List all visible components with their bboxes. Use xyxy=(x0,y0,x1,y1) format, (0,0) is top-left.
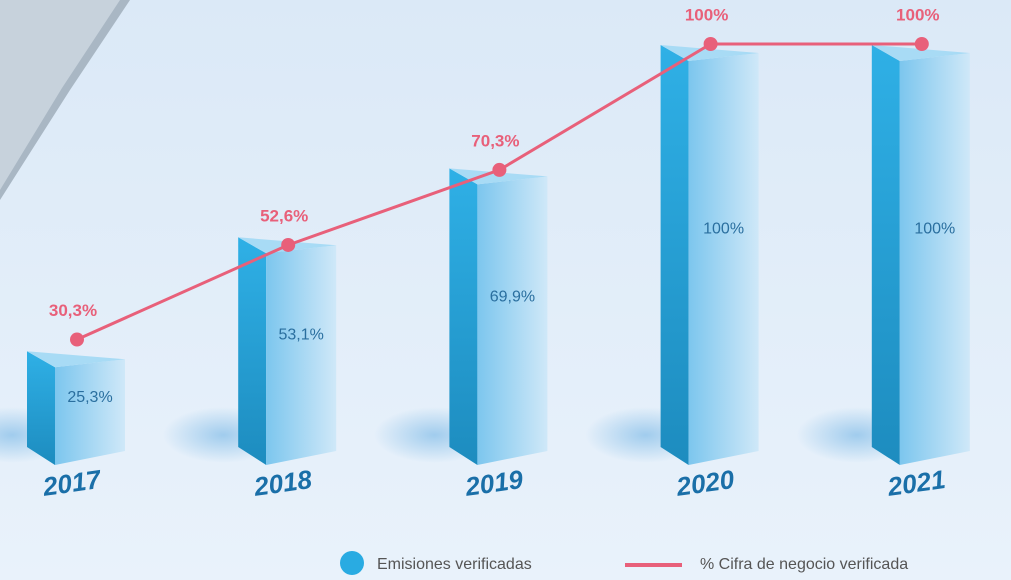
data-label: 25,3% xyxy=(67,389,112,406)
bar xyxy=(266,245,337,465)
bar-top xyxy=(660,45,759,61)
legend-label: % Cifra de negocio verificada xyxy=(700,556,908,573)
line-point xyxy=(70,332,84,347)
data-label: 53,1% xyxy=(279,326,324,343)
data-label: 100% xyxy=(703,221,744,238)
data-label: 70,3% xyxy=(471,131,519,150)
bar xyxy=(688,53,759,465)
line-point xyxy=(281,237,296,252)
bar xyxy=(55,359,125,465)
data-label: 100% xyxy=(685,5,728,24)
bar-side xyxy=(871,45,900,465)
line-point xyxy=(703,37,718,51)
data-label: 69,9% xyxy=(490,289,535,306)
line-point xyxy=(492,162,507,177)
bar xyxy=(477,176,548,465)
bar-side xyxy=(449,168,478,465)
bar-side xyxy=(660,45,689,465)
data-label: 30,3% xyxy=(49,301,97,320)
line-point xyxy=(914,37,929,51)
data-label: 100% xyxy=(914,221,955,238)
bar-top xyxy=(27,351,125,368)
legend-label: Emisiones verificadas xyxy=(377,556,532,573)
bar-top xyxy=(871,45,970,61)
legend-swatch xyxy=(340,551,364,575)
bar-side xyxy=(27,351,55,465)
data-label: 52,6% xyxy=(260,206,308,225)
photo-corner xyxy=(0,0,120,190)
bar xyxy=(899,53,970,465)
bar-side xyxy=(238,237,267,465)
data-label: 100% xyxy=(896,5,939,24)
